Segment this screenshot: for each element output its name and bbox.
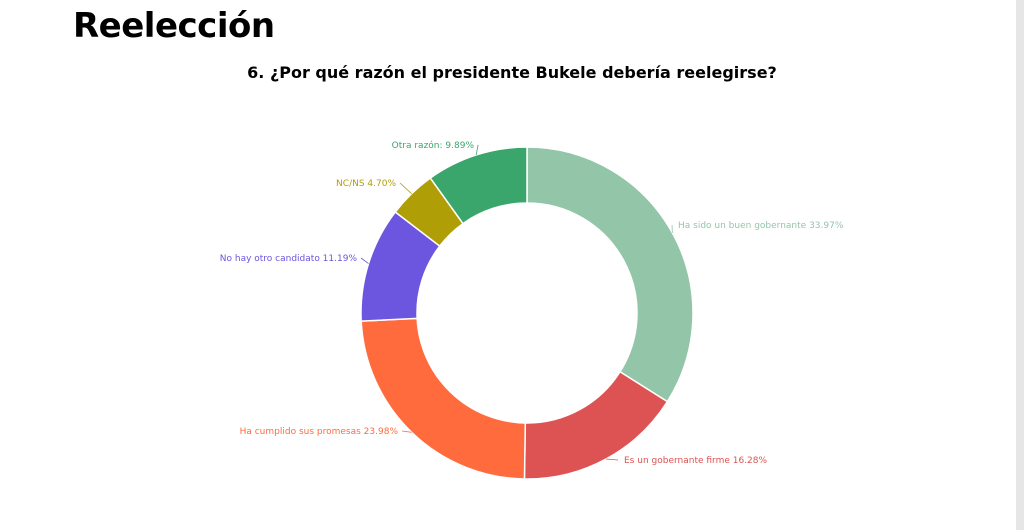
slice-label: Ha sido un buen gobernante 33.97% [678, 221, 844, 231]
chart-title: 6. ¿Por qué razón el presidente Bukele d… [247, 63, 777, 82]
slice-label: No hay otro candidato 11.19% [220, 254, 358, 264]
slice-leader-line [401, 430, 412, 433]
slice-leader-line [605, 458, 619, 461]
slice-leader-lines [360, 144, 673, 461]
slice-leader-line [475, 144, 479, 156]
slice-label: NC/NS 4.70% [336, 179, 396, 189]
donut-slice [526, 146, 694, 403]
page-edge-strip [1016, 0, 1024, 530]
slice-label: Ha cumplido sus promesas 23.98% [240, 427, 399, 437]
donut-slices [360, 146, 694, 480]
slice-label: Es un gobernante firme 16.28% [624, 456, 768, 466]
page-title: Reelección [73, 6, 275, 46]
slice-label: Otra razón: 9.89% [392, 140, 475, 151]
slice-leader-line [360, 257, 369, 264]
slice-labels: Ha sido un buen gobernante 33.97% Es un g… [220, 140, 844, 466]
donut-slice [360, 317, 527, 480]
donut-slice [429, 146, 528, 225]
slice-leader-line [399, 182, 412, 195]
